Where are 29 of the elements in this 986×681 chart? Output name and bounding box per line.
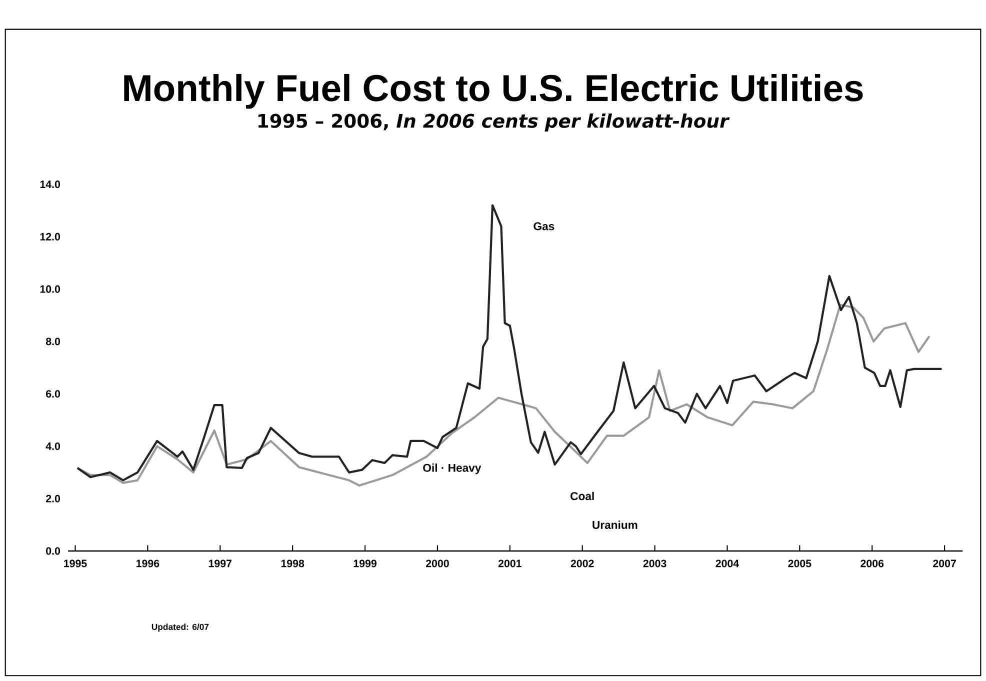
x-tick-label: 1998 — [281, 560, 304, 568]
x-tick-label: 2005 — [788, 560, 812, 568]
line-series — [76, 304, 930, 487]
text: Updated: 6/07 — [152, 624, 209, 632]
x-tick-label: 1996 — [136, 560, 160, 568]
annotation: Coal — [570, 492, 594, 500]
series-label: Oil · Heavy — [423, 464, 482, 474]
y-tick-label: 10.0 — [40, 285, 60, 293]
y-tick-label: 8.0 — [46, 338, 60, 346]
y-tick-label: 6.0 — [46, 390, 60, 398]
x-tick-label: 2001 — [498, 560, 522, 568]
x-tick-label: 2002 — [570, 560, 594, 568]
chart-subtitle: 1995 – 2006, In 2006 cents per kilowatt-hour — [258, 113, 730, 132]
y-tick-label: 14.0 — [40, 180, 60, 188]
x-tick-label: 2000 — [426, 560, 449, 568]
chart-title: Monthly Fuel Cost to U.S. Electric Utilities — [124, 74, 863, 109]
y-tick-label: 12.0 — [40, 232, 60, 240]
x-tick-label: 2004 — [716, 560, 740, 568]
x-tick-label: 1997 — [208, 560, 232, 568]
text: Gas — [534, 222, 554, 230]
y-tick-label: 2.0 — [46, 494, 60, 502]
y-tick-label: 4.0 — [46, 442, 60, 450]
y-tick-label: 0.0 — [46, 547, 60, 555]
annotation: Uranium — [592, 520, 638, 529]
x-tick-label: 1995 — [64, 560, 87, 568]
x-tick-label: 1999 — [354, 560, 376, 568]
x-tick-label: 2006 — [860, 560, 884, 568]
x-tick-label: 2003 — [643, 560, 666, 568]
x-tick-label: 2007 — [933, 560, 956, 568]
